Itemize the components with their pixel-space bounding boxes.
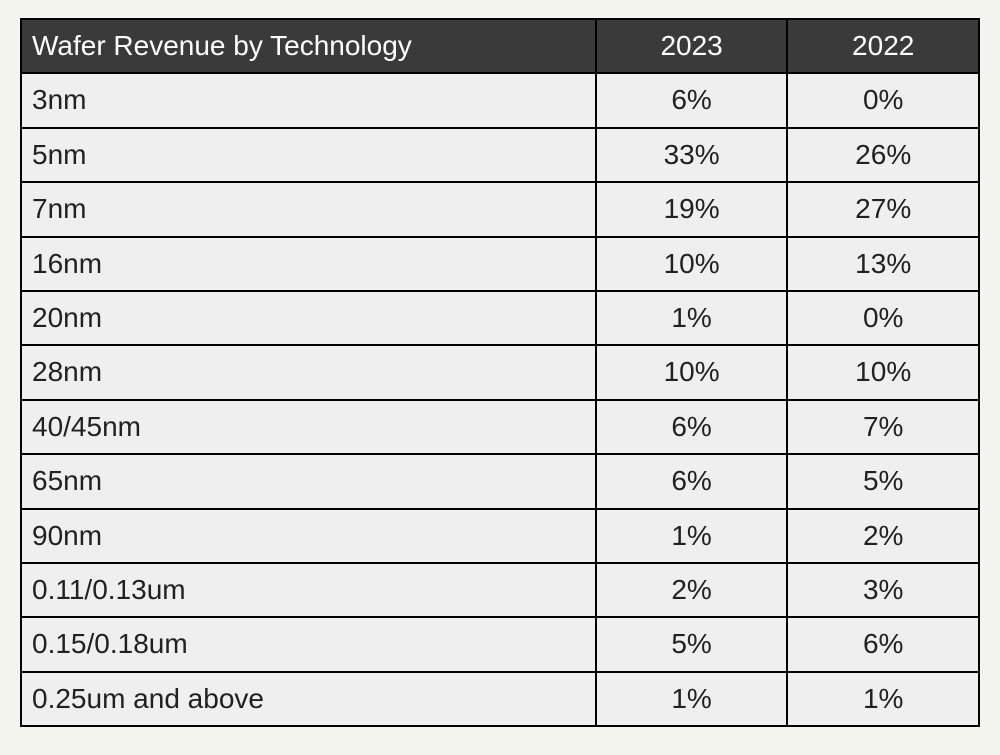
cell-technology: 7nm [21, 182, 596, 236]
table-body: 3nm6%0%5nm33%26%7nm19%27%16nm10%13%20nm1… [21, 73, 979, 726]
cell-technology: 0.25um and above [21, 672, 596, 726]
col-header-technology: Wafer Revenue by Technology [21, 19, 596, 73]
table-row: 5nm33%26% [21, 128, 979, 182]
cell-2023: 10% [596, 237, 788, 291]
cell-2023: 10% [596, 345, 788, 399]
table-row: 20nm1%0% [21, 291, 979, 345]
cell-2022: 5% [787, 454, 979, 508]
table-header-row: Wafer Revenue by Technology 2023 2022 [21, 19, 979, 73]
table-row: 65nm6%5% [21, 454, 979, 508]
cell-2023: 6% [596, 73, 788, 127]
cell-2022: 1% [787, 672, 979, 726]
cell-technology: 65nm [21, 454, 596, 508]
cell-2023: 33% [596, 128, 788, 182]
cell-2022: 0% [787, 73, 979, 127]
cell-2022: 26% [787, 128, 979, 182]
cell-technology: 40/45nm [21, 400, 596, 454]
cell-technology: 0.11/0.13um [21, 563, 596, 617]
table-row: 0.25um and above1%1% [21, 672, 979, 726]
cell-2022: 0% [787, 291, 979, 345]
cell-2023: 1% [596, 509, 788, 563]
cell-technology: 3nm [21, 73, 596, 127]
col-header-2022: 2022 [787, 19, 979, 73]
cell-2022: 6% [787, 617, 979, 671]
cell-2022: 7% [787, 400, 979, 454]
table-row: 0.11/0.13um2%3% [21, 563, 979, 617]
cell-technology: 20nm [21, 291, 596, 345]
table-row: 90nm1%2% [21, 509, 979, 563]
cell-2023: 6% [596, 400, 788, 454]
cell-2023: 6% [596, 454, 788, 508]
table-row: 28nm10%10% [21, 345, 979, 399]
cell-technology: 16nm [21, 237, 596, 291]
table-header: Wafer Revenue by Technology 2023 2022 [21, 19, 979, 73]
cell-technology: 90nm [21, 509, 596, 563]
cell-technology: 0.15/0.18um [21, 617, 596, 671]
cell-2022: 13% [787, 237, 979, 291]
wafer-revenue-table: Wafer Revenue by Technology 2023 2022 3n… [20, 18, 980, 727]
table-row: 40/45nm6%7% [21, 400, 979, 454]
table-row: 0.15/0.18um5%6% [21, 617, 979, 671]
cell-2022: 2% [787, 509, 979, 563]
cell-2022: 3% [787, 563, 979, 617]
cell-2022: 27% [787, 182, 979, 236]
cell-2023: 1% [596, 672, 788, 726]
cell-2023: 19% [596, 182, 788, 236]
cell-2023: 2% [596, 563, 788, 617]
cell-2023: 1% [596, 291, 788, 345]
cell-2022: 10% [787, 345, 979, 399]
col-header-2023: 2023 [596, 19, 788, 73]
table-row: 3nm6%0% [21, 73, 979, 127]
table-row: 16nm10%13% [21, 237, 979, 291]
cell-technology: 5nm [21, 128, 596, 182]
cell-technology: 28nm [21, 345, 596, 399]
table-row: 7nm19%27% [21, 182, 979, 236]
cell-2023: 5% [596, 617, 788, 671]
